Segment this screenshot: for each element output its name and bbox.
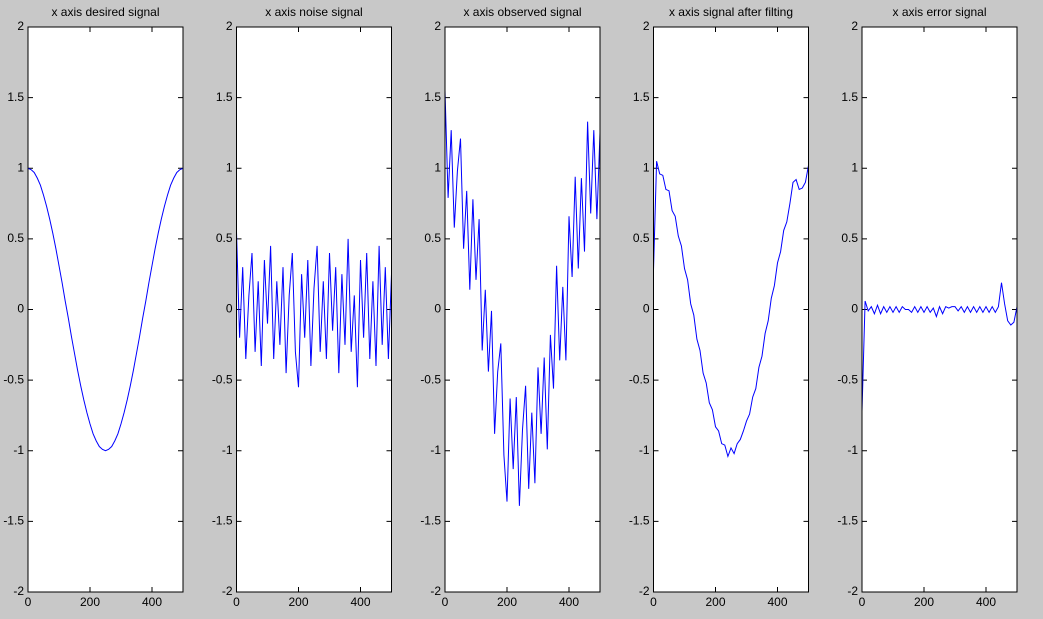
y-tick-label: -1.5 (420, 514, 441, 528)
y-tick-label: -1.5 (212, 514, 233, 528)
x-tick-label: 400 (142, 595, 162, 609)
y-tick-label: -1 (639, 443, 650, 457)
y-tick-label: -0.5 (3, 372, 24, 386)
chart-title: x axis signal after filting (669, 5, 793, 19)
y-tick-label: -1 (222, 443, 233, 457)
y-tick-label: -1 (430, 443, 441, 457)
y-tick-label: -2 (13, 584, 24, 598)
y-tick-label: -1 (13, 443, 24, 457)
y-tick-label: -0.5 (629, 372, 650, 386)
y-tick-label: 2 (643, 19, 650, 33)
x-tick-label: 400 (767, 595, 787, 609)
x-tick-label: 400 (559, 595, 579, 609)
y-tick-label: 1 (434, 160, 441, 174)
x-tick-label: 0 (25, 595, 32, 609)
y-tick-label: -1.5 (629, 514, 650, 528)
y-tick-label: 1.5 (633, 90, 650, 104)
x-tick-label: 0 (650, 595, 657, 609)
chart-title: x axis noise signal (265, 5, 362, 19)
axes-background (653, 27, 809, 592)
y-tick-label: 2 (17, 19, 24, 33)
y-tick-label: 1.5 (216, 90, 233, 104)
x-tick-label: 400 (350, 595, 370, 609)
y-tick-label: 2 (226, 19, 233, 33)
y-tick-label: -0.5 (212, 372, 233, 386)
y-tick-label: -2 (430, 584, 441, 598)
y-tick-label: 1 (226, 160, 233, 174)
y-tick-label: -2 (847, 584, 858, 598)
x-tick-label: 200 (288, 595, 308, 609)
signal-line (444, 90, 601, 506)
axes-background (445, 27, 600, 592)
y-tick-label: -2 (222, 584, 233, 598)
axes-box (236, 26, 392, 593)
axes-box (444, 26, 601, 593)
y-tick-label: 1 (17, 160, 24, 174)
y-tick-label: 0 (643, 302, 650, 316)
x-tick-label: 400 (976, 595, 996, 609)
signal-line (27, 167, 184, 452)
axes-box (861, 26, 1018, 593)
x-tick-label: 200 (705, 595, 725, 609)
x-tick-label: 0 (442, 595, 449, 609)
y-tick-label: 1 (851, 160, 858, 174)
x-tick-label: 200 (914, 595, 934, 609)
y-tick-label: 1.5 (841, 90, 858, 104)
y-tick-label: -1 (847, 443, 858, 457)
x-tick-label: 200 (497, 595, 517, 609)
y-tick-label: 0 (434, 302, 441, 316)
axes-box (653, 26, 809, 593)
y-tick-label: -0.5 (837, 372, 858, 386)
y-tick-label: 2 (434, 19, 441, 33)
signal-line (236, 231, 392, 388)
y-tick-label: 0 (226, 302, 233, 316)
x-tick-label: 0 (233, 595, 240, 609)
y-tick-label: 2 (851, 19, 858, 33)
y-tick-label: 0.5 (7, 231, 24, 245)
y-tick-label: 0.5 (841, 231, 858, 245)
y-tick-label: 0.5 (633, 231, 650, 245)
signal-line (653, 161, 809, 459)
y-tick-label: -2 (639, 584, 650, 598)
y-tick-label: 1 (643, 160, 650, 174)
y-tick-label: -1.5 (837, 514, 858, 528)
chart-title: x axis observed signal (463, 5, 581, 19)
chart-title: x axis desired signal (51, 5, 159, 19)
y-tick-label: 0 (17, 302, 24, 316)
x-tick-label: 0 (859, 595, 866, 609)
chart-title: x axis error signal (892, 5, 986, 19)
signal-line (861, 282, 1018, 412)
axes-box (27, 26, 184, 593)
y-tick-label: 1.5 (424, 90, 441, 104)
x-tick-label: 200 (80, 595, 100, 609)
y-tick-label: 1.5 (7, 90, 24, 104)
y-tick-label: 0.5 (424, 231, 441, 245)
y-tick-label: -1.5 (3, 514, 24, 528)
axes-background (236, 27, 392, 592)
y-tick-label: -0.5 (420, 372, 441, 386)
y-tick-label: 0.5 (216, 231, 233, 245)
y-tick-label: 0 (851, 302, 858, 316)
axes-background (28, 27, 183, 592)
